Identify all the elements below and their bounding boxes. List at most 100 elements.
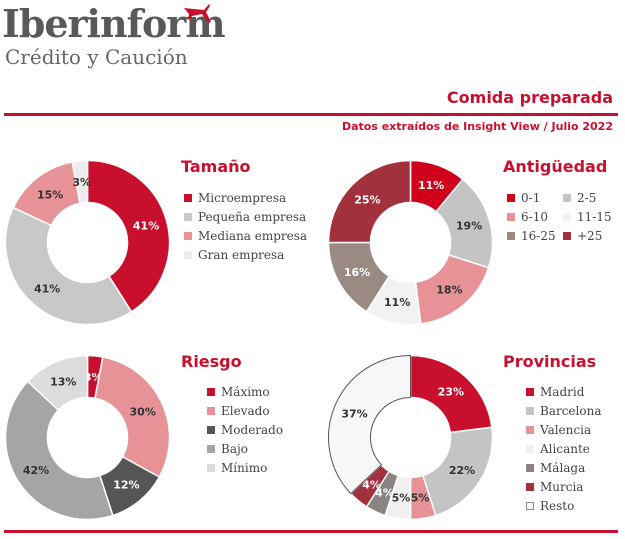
data-label-riesgo-minimo: 13% — [50, 376, 76, 389]
legend-item-tamano-mediana-empresa: Mediana empresa — [184, 228, 307, 244]
data-label-provincias-resto: 37% — [341, 407, 367, 420]
slice-tamano-microempresa — [86, 159, 171, 313]
legend-item-provincias-malaga: Málaga — [526, 460, 585, 476]
chart-title-provincias: Provincias — [503, 352, 597, 371]
data-label-antiguedad-0-1: 11% — [418, 179, 444, 192]
legend-swatch — [207, 425, 215, 434]
legend-item-provincias-valencia: Valencia — [526, 422, 591, 438]
data-label-provincias-madrid: 23% — [438, 386, 464, 399]
data-label-antiguedad-6-10: 18% — [436, 284, 462, 297]
data-label-provincias-alicante: 5% — [392, 492, 411, 505]
slice-tamano-gran-empresa — [71, 159, 89, 205]
data-label-antiguedad-11-15: 11% — [384, 296, 410, 309]
legend-swatch — [507, 231, 515, 240]
legend-swatch — [207, 406, 215, 415]
brand-subtitle: Crédito y Caución — [5, 45, 188, 69]
legend-label: Madrid — [540, 385, 585, 399]
slice-riesgo-elevado — [94, 356, 171, 479]
legend-swatch — [526, 501, 534, 510]
legend-item-provincias-resto: Resto — [526, 498, 574, 514]
legend-swatch — [526, 406, 534, 415]
data-label-tamano-pequena-empresa: 41% — [34, 282, 60, 295]
legend-label: Málaga — [540, 461, 586, 475]
data-label-provincias-barcelona: 22% — [449, 464, 475, 477]
legend-label: +25 — [577, 229, 603, 243]
legend-item-antiguedad-25: +25 — [563, 228, 602, 244]
legend-label: Gran empresa — [198, 248, 285, 262]
legend-riesgo: Máximo Elevado Moderado Bajo Mínimo — [207, 384, 327, 479]
brand-arrow-icon — [184, 4, 211, 23]
legend-swatch — [563, 212, 571, 221]
legend-item-riesgo-maximo: Máximo — [207, 384, 270, 400]
legend-label: 11-15 — [577, 210, 612, 224]
legend-item-antiguedad-11-15: 11-15 — [563, 209, 612, 225]
data-label-provincias-malaga: 4% — [375, 487, 394, 500]
chart-antiguedad: 11% 19% 18% 11% 16% 25% — [327, 159, 494, 326]
legend-swatch — [184, 193, 192, 202]
legend-item-antiguedad-2-5: 2-5 — [563, 190, 596, 206]
legend-label: Microempresa — [198, 191, 287, 205]
legend-antiguedad: 0-1 2-5 6-10 11-15 16-25 +25 — [507, 190, 622, 250]
legend-label: 2-5 — [577, 191, 597, 205]
legend-swatch — [526, 444, 534, 453]
legend-item-antiguedad-16-25: 16-25 — [507, 228, 556, 244]
legend-label: Murcia — [540, 480, 584, 494]
legend-item-provincias-murcia: Murcia — [526, 479, 583, 495]
slice-riesgo-bajo — [4, 380, 114, 521]
legend-item-provincias-barcelona: Barcelona — [526, 403, 601, 419]
chart-provincias: 23%22%5%5%4%4%37% — [328, 354, 494, 521]
legend-item-antiguedad-0-1: 0-1 — [507, 190, 540, 206]
legend-item-riesgo-bajo: Bajo — [207, 441, 248, 457]
legend-swatch — [526, 482, 534, 491]
data-label-antiguedad-16-25: 16% — [344, 266, 370, 279]
legend-item-riesgo-moderado: Moderado — [207, 422, 283, 438]
legend-label: Moderado — [221, 423, 284, 437]
legend-label: Máximo — [221, 385, 270, 399]
data-label-tamano-microempresa: 41% — [133, 219, 159, 232]
chart-tamano: 41% 41% 15% 3% — [4, 159, 171, 326]
legend-swatch — [184, 212, 192, 221]
legend-swatch — [507, 193, 515, 202]
legend-swatch — [526, 387, 534, 396]
legend-tamano: Microempresa Pequeña empresa Mediana empre… — [184, 190, 324, 270]
legend-label: Alicante — [540, 442, 590, 456]
legend-item-antiguedad-6-10: 6-10 — [507, 209, 548, 225]
legend-label: Bajo — [221, 442, 248, 456]
chart-title-riesgo: Riesgo — [181, 352, 242, 371]
legend-label: 6-10 — [521, 210, 548, 224]
data-label-antiguedad-25: 25% — [354, 193, 380, 206]
legend-item-riesgo-elevado: Elevado — [207, 403, 270, 419]
data-label-riesgo-bajo: 42% — [23, 464, 49, 477]
slice-antiguedad-25 — [327, 159, 412, 244]
legend-swatch — [207, 444, 215, 453]
data-label-antiguedad-2-5: 19% — [456, 219, 482, 232]
data-label-tamano-gran-empresa: 3% — [72, 176, 91, 189]
page-subtitle: Datos extraídos de Insight View / Julio … — [341, 120, 613, 133]
legend-label: Pequeña empresa — [198, 210, 307, 224]
legend-label: Valencia — [540, 423, 592, 437]
slice-tamano-pequena-empresa — [4, 206, 133, 326]
data-label-provincias-valencia: 5% — [411, 492, 430, 505]
legend-label: 0-1 — [521, 191, 541, 205]
legend-item-tamano-microempresa: Microempresa — [184, 190, 286, 206]
legend-swatch — [526, 425, 534, 434]
legend-label: Resto — [540, 499, 575, 513]
legend-label: 16-25 — [521, 229, 556, 243]
slice-provincias-madrid — [409, 354, 493, 434]
data-label-provincias-murcia: 4% — [362, 479, 381, 492]
chart-title-antiguedad: Antigüedad — [503, 157, 608, 176]
slice-riesgo-minimo — [26, 354, 89, 412]
slice-provincias-barcelona — [421, 426, 494, 517]
legend-label: Mínimo — [221, 461, 268, 475]
legend-swatch — [563, 231, 571, 240]
header-divider — [4, 113, 618, 116]
legend-swatch — [507, 212, 515, 221]
legend-item-tamano-gran-empresa: Gran empresa — [184, 247, 284, 263]
chart-riesgo: 3%30%12%42%13% — [4, 354, 171, 521]
page-title: Comida preparada — [446, 88, 613, 107]
legend-label: Mediana empresa — [198, 229, 308, 243]
legend-item-provincias-alicante: Alicante — [526, 441, 590, 457]
legend-item-riesgo-minimo: Mínimo — [207, 460, 267, 476]
legend-swatch — [563, 193, 571, 202]
data-label-riesgo-moderado: 12% — [113, 479, 139, 492]
